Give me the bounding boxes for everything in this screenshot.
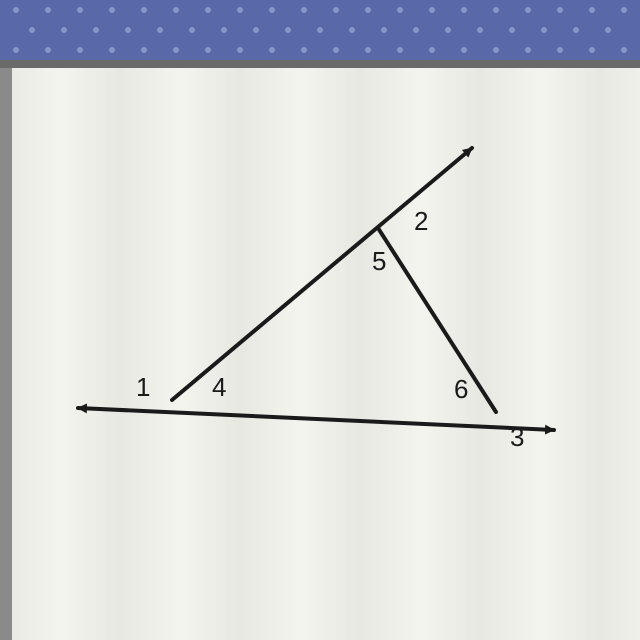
content-area: 1 2 3 4 5 6 xyxy=(0,68,640,640)
angle-label-4: 4 xyxy=(212,372,226,403)
base-ray xyxy=(78,408,554,430)
window-title-bar xyxy=(0,0,640,73)
angle-label-6: 6 xyxy=(454,374,468,405)
triangle-diagram xyxy=(0,68,640,640)
angle-label-1: 1 xyxy=(136,372,150,403)
angle-label-2: 2 xyxy=(414,206,428,237)
left-side-ray xyxy=(172,148,472,400)
angle-label-5: 5 xyxy=(372,246,386,277)
right-side-segment xyxy=(378,228,496,412)
title-bar-pattern xyxy=(0,0,640,68)
angle-label-3: 3 xyxy=(510,422,524,453)
